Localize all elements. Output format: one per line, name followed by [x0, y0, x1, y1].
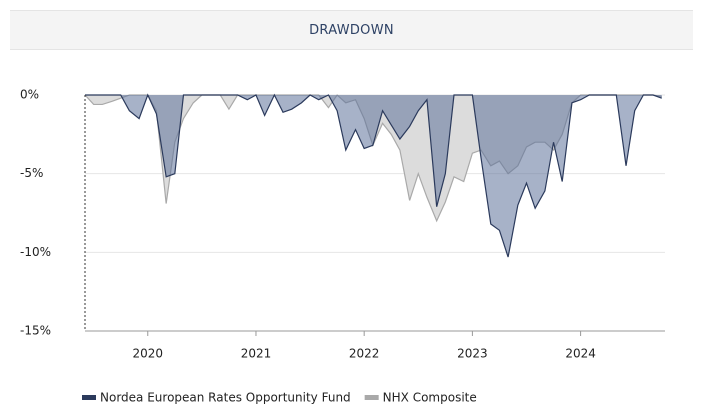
x-tick-label: 2020 — [132, 347, 163, 361]
area-fill — [85, 95, 662, 258]
y-tick-label: -10% — [20, 245, 51, 259]
legend-swatch — [82, 395, 96, 400]
legend-swatch — [364, 395, 379, 400]
x-tick-label: 2022 — [349, 347, 380, 361]
x-tick-label: 2021 — [241, 347, 272, 361]
card-header: DRAWDOWN — [10, 10, 693, 50]
y-tick-label: -15% — [20, 324, 51, 338]
x-tick-label: 2024 — [565, 347, 596, 361]
legend-label: Nordea European Rates Opportunity Fund — [100, 391, 351, 405]
card-title: DRAWDOWN — [309, 22, 394, 38]
area-line — [85, 93, 662, 258]
x-tick-label: 2023 — [457, 347, 488, 361]
legend-label: NHX Composite — [383, 391, 477, 405]
y-tick-label: 0% — [20, 88, 39, 102]
y-tick-label: -5% — [20, 166, 43, 180]
